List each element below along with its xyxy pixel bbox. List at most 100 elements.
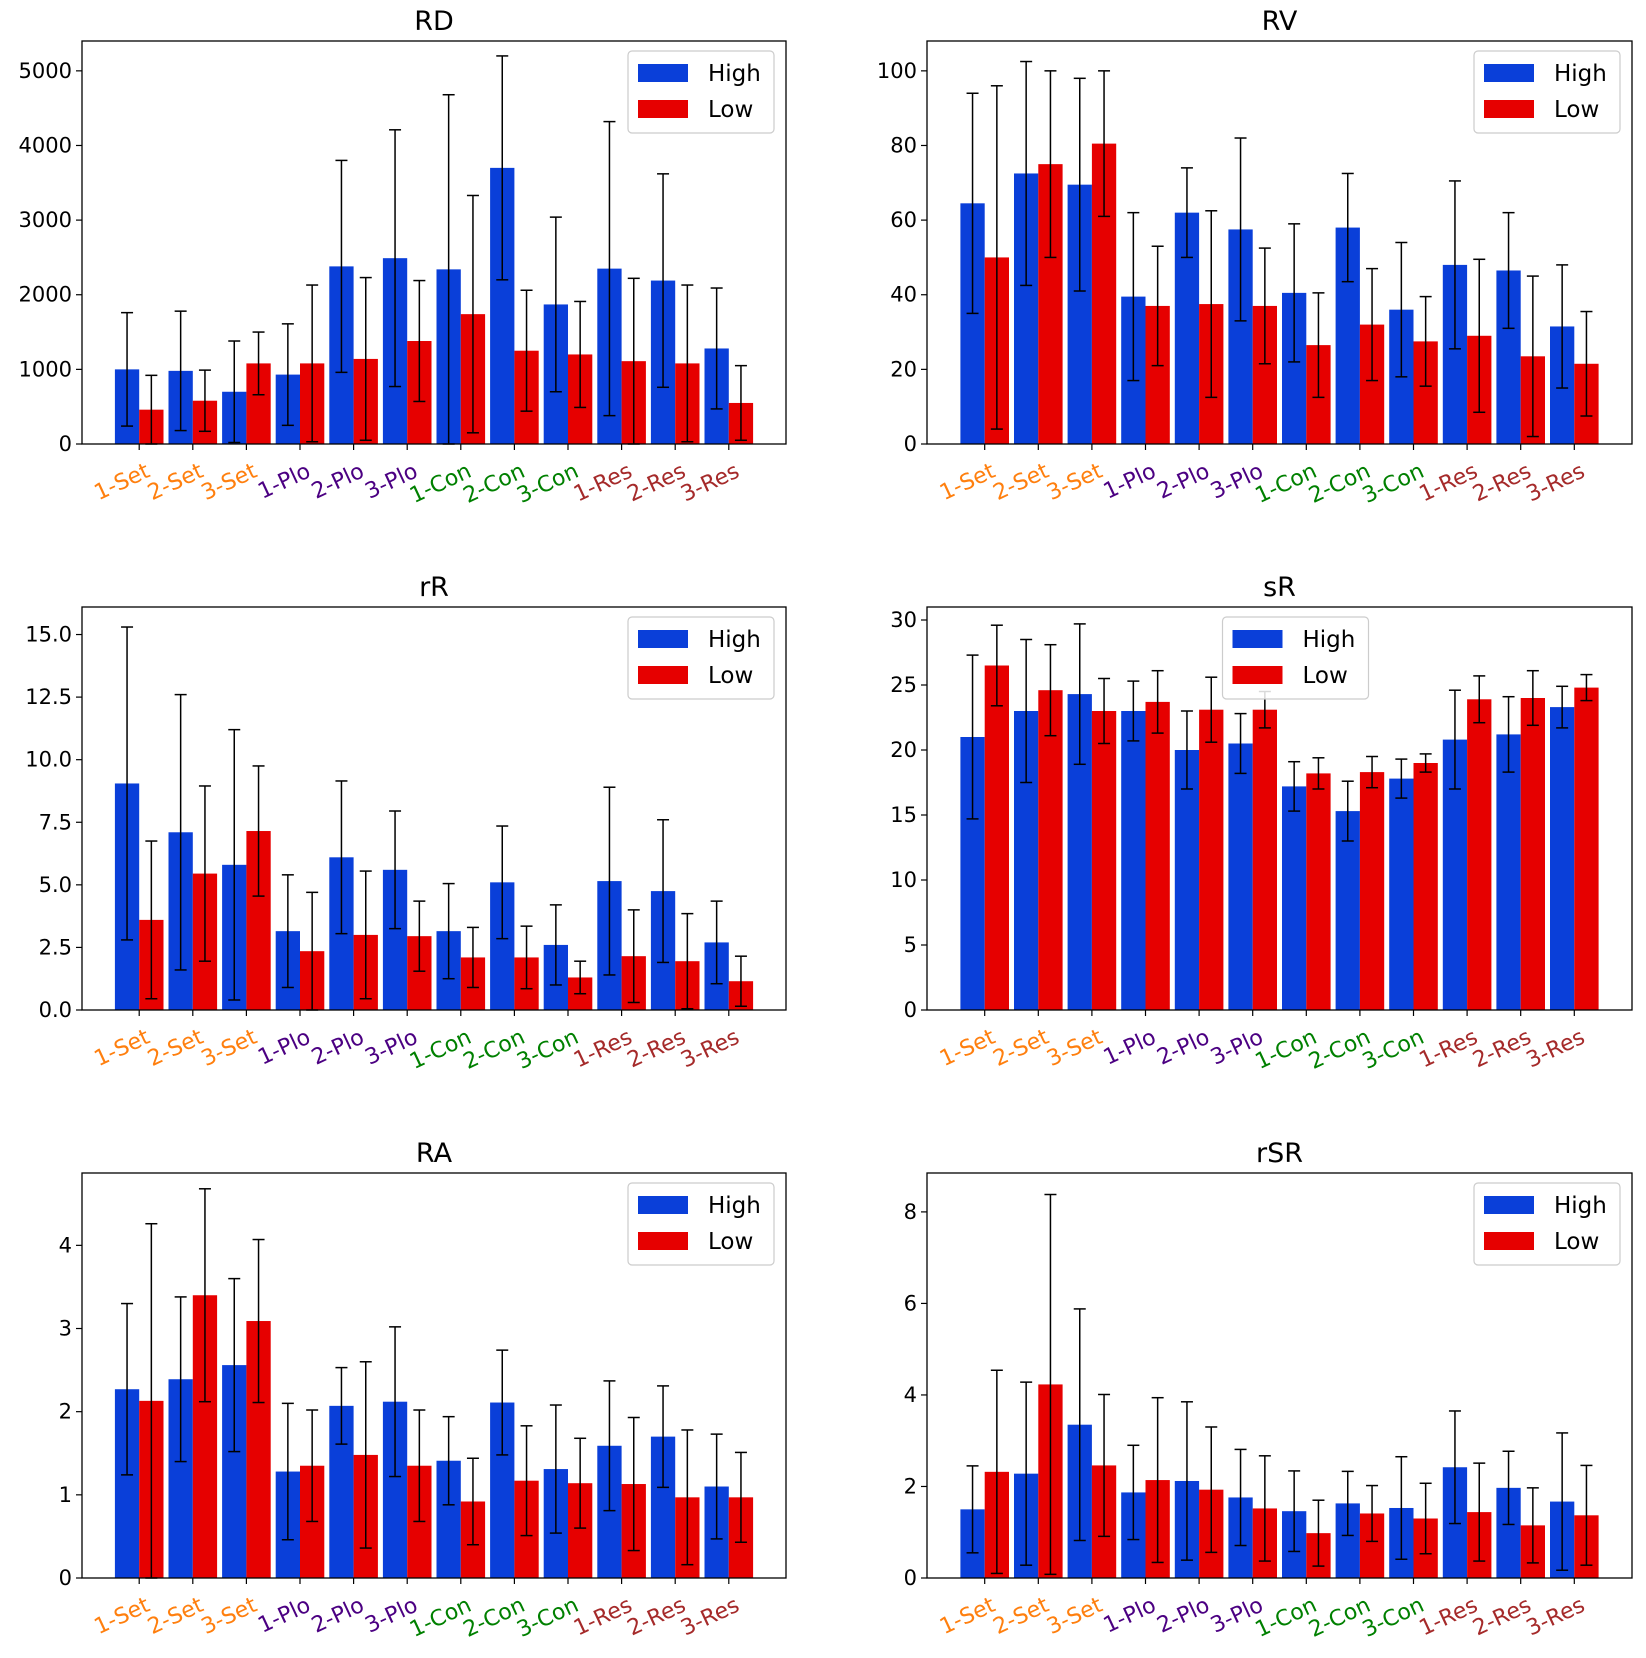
error-bar-high-3-set [1073, 1308, 1086, 1542]
error-bar-low-2-res [681, 912, 694, 1010]
error-bar-high-1-res [603, 786, 616, 976]
error-bar-low-3-plo [1258, 1455, 1271, 1562]
error-bar-low-2-con [1366, 1484, 1379, 1543]
error-bar-low-3-con [574, 1437, 587, 1529]
error-bar-low-3-res [734, 364, 747, 442]
legend-swatch-high [638, 64, 688, 82]
error-bar-low-1-set [990, 1369, 1003, 1575]
x-tick-label-3-set: 3-Set [198, 459, 262, 506]
y-tick-label: 0 [59, 432, 72, 456]
bar-low-2-set [1038, 690, 1063, 1010]
x-tick-label-2-plo: 2-Plo [1153, 1593, 1213, 1639]
error-bar-high-3-con [1395, 241, 1408, 378]
plot-frame [926, 40, 1633, 445]
error-bar-low-1-res [1473, 1462, 1486, 1562]
error-bar-low-1-con [466, 194, 479, 434]
error-bar-high-3-res [1556, 264, 1569, 389]
y-tick-label: 12.5 [25, 685, 72, 709]
error-bar-low-2-set [198, 785, 211, 962]
legend: High Low [1473, 1182, 1621, 1266]
y-tick-label: 6 [904, 1291, 917, 1315]
legend-swatch-low [638, 1232, 688, 1250]
error-bar-high-1-plo [281, 323, 294, 427]
bar-low-1-con [1306, 773, 1331, 1010]
error-bar-high-2-res [657, 819, 670, 964]
error-bar-high-2-con [496, 55, 509, 281]
x-tick-label-3-res: 3-Res [677, 1025, 743, 1074]
error-bar-high-2-plo [335, 780, 348, 935]
error-bar-high-2-con [1341, 1470, 1354, 1537]
error-bar-low-3-plo [413, 279, 426, 403]
y-tick-label: 25 [890, 673, 917, 697]
error-bar-high-3-res [1556, 1432, 1569, 1571]
error-bar-high-1-set [966, 1465, 979, 1554]
y-tick-label: 4000 [19, 133, 72, 157]
error-bar-high-3-res [710, 1433, 723, 1540]
error-bar-low-2-plo [359, 870, 372, 1000]
plot-frame [81, 606, 787, 1011]
legend-swatch-low [1232, 666, 1283, 684]
x-tick-label-3-res: 3-Res [677, 459, 743, 508]
x-tick-label-2-plo: 2-Plo [308, 1025, 368, 1071]
error-bar-high-2-res [657, 173, 670, 389]
chart-title: rR [419, 572, 449, 603]
y-tick-label: 30 [890, 608, 917, 632]
error-bar-low-2-plo [359, 276, 372, 442]
legend-swatch-low [638, 666, 688, 684]
legend: High Low [1221, 616, 1370, 700]
error-bar-low-2-res [681, 284, 694, 443]
error-bar-low-2-res [681, 1429, 694, 1566]
error-bar-low-2-plo [359, 1361, 372, 1549]
bar-low-1-res [1467, 699, 1492, 1010]
chart-title: RV [1262, 6, 1298, 37]
x-tick-label-3-set: 3-Set [1043, 1593, 1107, 1640]
error-bar-high-2-con [496, 825, 509, 940]
x-tick-label-3-res: 3-Res [677, 1593, 743, 1642]
error-bar-high-2-set [174, 1296, 187, 1463]
error-bar-low-2-res [1526, 669, 1539, 727]
x-tick-label-3-set: 3-Set [198, 1593, 262, 1640]
y-tick-label: 5.0 [39, 873, 72, 897]
error-bar-high-2-con [1341, 780, 1354, 842]
error-bar-low-2-con [520, 925, 533, 990]
legend-swatch-high [638, 1196, 688, 1214]
error-bar-high-3-res [710, 900, 723, 985]
x-tick-label-3-set: 3-Set [1043, 459, 1107, 506]
x-tick-label-2-plo: 2-Plo [1153, 459, 1213, 505]
legend: High Low [627, 50, 775, 134]
legend: High Low [627, 616, 775, 700]
error-bar-high-3-plo [1234, 1448, 1247, 1547]
error-bar-high-1-set [966, 92, 979, 315]
bar-high-1-con [1282, 786, 1307, 1010]
error-bar-low-3-res [1580, 673, 1593, 702]
y-tick-label: 1000 [19, 357, 72, 381]
error-bar-high-3-res [1556, 685, 1569, 729]
legend-swatch-low [1484, 100, 1534, 118]
legend: High Low [627, 1182, 775, 1266]
error-bar-low-3-set [1098, 70, 1111, 218]
y-tick-label: 2 [59, 1400, 72, 1424]
bar-low-1-plo [1145, 701, 1170, 1010]
error-bar-high-1-plo [1127, 211, 1140, 382]
error-bar-low-3-plo [413, 900, 426, 972]
error-bar-low-2-res [1526, 275, 1539, 438]
legend-label-low: Low [708, 1229, 753, 1255]
y-tick-label: 5000 [19, 59, 72, 83]
error-bar-low-3-set [252, 331, 265, 396]
error-bar-low-3-res [734, 1451, 747, 1543]
error-bar-high-1-con [1288, 760, 1301, 812]
bar-high-1-plo [1121, 711, 1146, 1010]
error-bar-high-1-res [1448, 689, 1461, 790]
x-tick-label-3-res: 3-Res [1523, 459, 1589, 508]
error-bar-low-1-set [990, 624, 1003, 707]
legend-swatch-low [1484, 1232, 1534, 1250]
bar-low-3-con [1413, 763, 1438, 1010]
error-bar-low-1-plo [1151, 245, 1164, 367]
y-tick-label: 40 [890, 283, 917, 307]
error-bar-low-2-con [1366, 755, 1379, 789]
error-bar-low-2-plo [1205, 1426, 1218, 1554]
error-bar-high-3-set [228, 728, 241, 1001]
legend-swatch-low [638, 100, 688, 118]
error-bar-low-3-con [574, 960, 587, 995]
